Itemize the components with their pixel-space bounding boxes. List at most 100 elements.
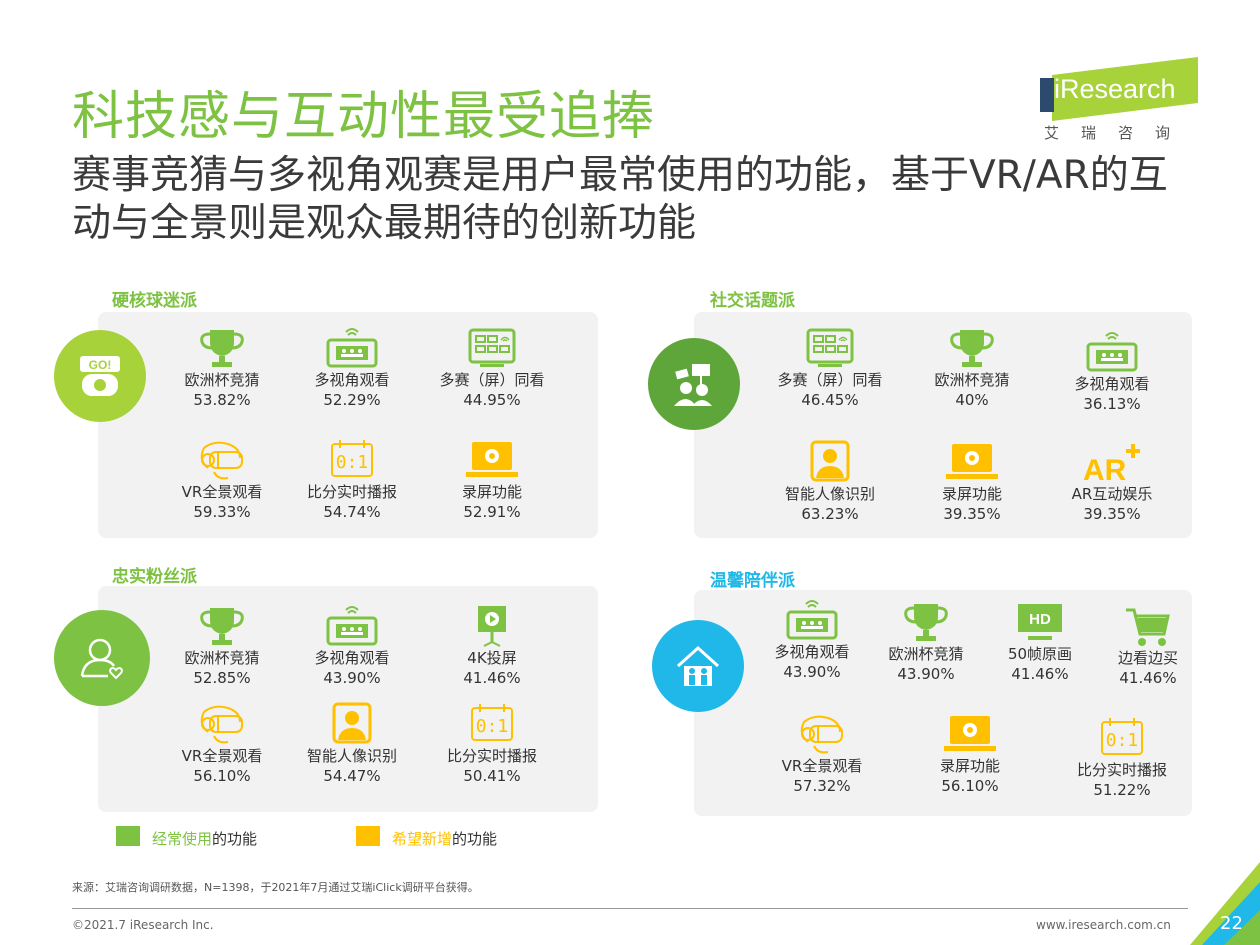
feature-percentage: 53.82% xyxy=(193,391,251,409)
screen-record-icon xyxy=(432,438,552,482)
feature-label: 智能人像识别 xyxy=(306,747,397,765)
feature-label: 多视角观看 xyxy=(314,371,390,389)
group-title-hardcore: 硬核球迷派 xyxy=(112,291,197,311)
trophy-icon xyxy=(866,600,986,644)
svg-text:0:1: 0:1 xyxy=(476,716,509,737)
legend-swatch-desired xyxy=(356,826,380,846)
feature-label: VR全景观看 xyxy=(181,483,263,501)
feature-label: 50帧原画 xyxy=(1007,645,1073,663)
vr-headset-icon xyxy=(762,712,882,756)
feature-label: 多视角观看 xyxy=(1074,375,1150,393)
multi-view-icon xyxy=(1052,330,1172,374)
page-title: 科技感与互动性最受追捧 xyxy=(72,87,656,147)
group-title-social: 社交话题派 xyxy=(710,291,795,311)
live-score-icon: 0:1 xyxy=(432,702,552,746)
page-subtitle: 赛事竞猜与多视角观赛是用户最常使用的功能，基于VR/AR的互动与全景则是观众最期… xyxy=(72,153,1168,246)
legend-desired: 希望新增的功能 xyxy=(392,830,498,848)
group-title-loyal: 忠实粉丝派 xyxy=(112,567,197,587)
svg-text:GO!: GO! xyxy=(89,358,112,372)
vr-headset-icon xyxy=(162,438,282,482)
feature-item: 录屏功能 52.91% xyxy=(432,438,552,522)
feature-item: VR全景观看 59.33% xyxy=(162,438,282,522)
feature-item: 智能人像识别 63.23% xyxy=(770,440,890,524)
feature-label: 多赛（屏）同看 xyxy=(777,371,883,389)
feature-label: 4K投屏 xyxy=(467,649,517,667)
page-corner xyxy=(1190,862,1260,945)
social-group-icon xyxy=(648,338,740,430)
copyright: ©2021.7 iResearch Inc. xyxy=(72,918,214,932)
svg-text:HD: HD xyxy=(1029,611,1051,628)
website-link[interactable]: www.iresearch.com.cn xyxy=(1036,918,1171,932)
feature-item: 4K投屏 41.46% xyxy=(432,604,552,688)
shopping-cart-icon xyxy=(1088,604,1208,648)
feature-item: 0:1 比分实时播报 51.22% xyxy=(1062,716,1182,800)
feature-percentage: 57.32% xyxy=(793,777,851,795)
vr-headset-icon xyxy=(162,702,282,746)
multi-view-icon xyxy=(752,598,872,642)
feature-percentage: 59.33% xyxy=(193,503,251,521)
multi-view-icon xyxy=(292,326,412,370)
feature-percentage: 51.22% xyxy=(1093,781,1151,799)
feature-label: 多赛（屏）同看 xyxy=(439,371,545,389)
feature-item: 0:1 比分实时播报 54.74% xyxy=(292,438,412,522)
face-recognition-icon xyxy=(770,440,890,484)
feature-percentage: 43.90% xyxy=(897,665,955,683)
source-note: 来源：艾瑞咨询调研数据，N=1398，于2021年7月通过艾瑞iClick调研平… xyxy=(72,881,479,894)
feature-item: 多赛（屏）同看 44.95% xyxy=(432,326,552,410)
feature-percentage: 50.41% xyxy=(463,767,521,785)
feature-item: 多视角观看 36.13% xyxy=(1052,330,1172,414)
feature-percentage: 56.10% xyxy=(941,777,999,795)
feature-percentage: 43.90% xyxy=(323,669,381,687)
feature-item: VR全景观看 56.10% xyxy=(162,702,282,786)
ar-icon: AR xyxy=(1052,440,1172,484)
feature-item: 0:1 比分实时播报 50.41% xyxy=(432,702,552,786)
feature-percentage: 46.45% xyxy=(801,391,859,409)
feature-label: 比分实时播报 xyxy=(446,747,537,765)
feature-label: 边看边买 xyxy=(1117,649,1178,667)
face-recognition-icon xyxy=(292,702,412,746)
trophy-icon xyxy=(912,326,1032,370)
feature-percentage: 44.95% xyxy=(463,391,521,409)
screen-record-icon xyxy=(910,712,1030,756)
feature-item: 多视角观看 43.90% xyxy=(752,598,872,682)
feature-percentage: 39.35% xyxy=(943,505,1001,523)
feature-item: 欧洲杯竞猜 40% xyxy=(912,326,1032,410)
feature-label: 欧洲杯竞猜 xyxy=(888,645,964,663)
trophy-icon xyxy=(162,326,282,370)
feature-percentage: 41.46% xyxy=(1119,669,1177,687)
feature-label: 欧洲杯竞猜 xyxy=(184,649,260,667)
multi-view-icon xyxy=(292,604,412,648)
live-score-icon: 0:1 xyxy=(292,438,412,482)
feature-percentage: 54.47% xyxy=(323,767,381,785)
page-number: 22 xyxy=(1220,913,1243,934)
feature-item: 欧洲杯竞猜 52.85% xyxy=(162,604,282,688)
svg-text:0:1: 0:1 xyxy=(336,452,369,473)
feature-label: 录屏功能 xyxy=(939,757,1000,775)
svg-text:0:1: 0:1 xyxy=(1106,730,1139,751)
feature-label: 欧洲杯竞猜 xyxy=(184,371,260,389)
feature-label: 录屏功能 xyxy=(941,485,1002,503)
logo-sub: 艾瑞咨询 xyxy=(1044,124,1193,142)
feature-item: 多视角观看 43.90% xyxy=(292,604,412,688)
feature-item: 欧洲杯竞猜 43.90% xyxy=(866,600,986,684)
feature-percentage: 41.46% xyxy=(1011,665,1069,683)
svg-text:AR: AR xyxy=(1083,454,1127,484)
multi-screen-icon xyxy=(770,326,890,370)
feature-item: 多赛（屏）同看 46.45% xyxy=(770,326,890,410)
group-title-family: 温馨陪伴派 xyxy=(710,571,795,591)
trophy-icon xyxy=(162,604,282,648)
logo-name: iResearch xyxy=(1054,74,1176,104)
feature-percentage: 52.29% xyxy=(323,391,381,409)
feature-percentage: 52.91% xyxy=(463,503,521,521)
feature-label: 比分实时播报 xyxy=(1076,761,1167,779)
go-fan-icon: GO! xyxy=(54,330,146,422)
live-score-icon: 0:1 xyxy=(1062,716,1182,760)
multi-screen-icon xyxy=(432,326,552,370)
group-panel-family xyxy=(694,590,1192,816)
feature-percentage: 52.85% xyxy=(193,669,251,687)
feature-label: 智能人像识别 xyxy=(784,485,875,503)
feature-item: 边看边买 41.46% xyxy=(1088,604,1208,688)
legend-frequent: 经常使用的功能 xyxy=(152,830,258,848)
iresearch-logo: iResearch 艾瑞咨询 xyxy=(1040,57,1200,146)
feature-label: 录屏功能 xyxy=(461,483,522,501)
